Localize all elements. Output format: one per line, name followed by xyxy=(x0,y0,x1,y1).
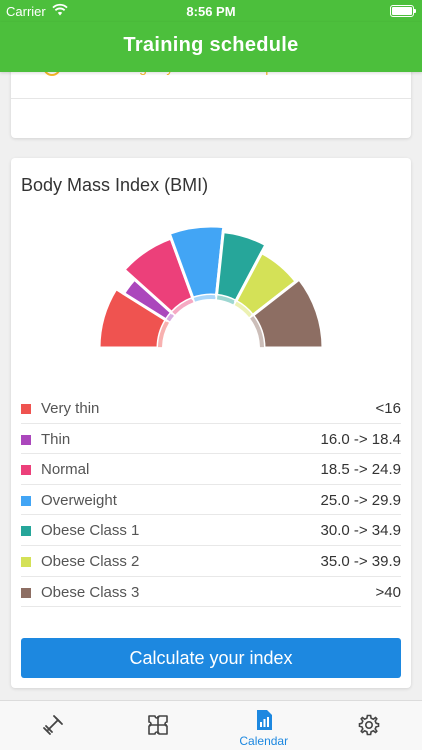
bmi-gauge-segment-inner-band xyxy=(172,298,194,315)
legend-category-range: 35.0 -> 39.9 xyxy=(320,552,401,570)
carrier-label: Carrier xyxy=(6,4,46,19)
bmi-legend-item: Thin 16.0 -> 18.4 xyxy=(21,424,401,455)
bmi-title: Body Mass Index (BMI) xyxy=(21,175,209,195)
bmi-gauge-segment-inner-band xyxy=(158,320,169,348)
calculate-index-button[interactable]: Calculate your index xyxy=(21,638,401,678)
legend-category-range: 18.5 -> 24.9 xyxy=(320,461,401,479)
legend-swatch xyxy=(21,495,31,506)
legend-swatch xyxy=(21,526,31,537)
tab-workouts[interactable] xyxy=(0,701,106,750)
tab-exercises[interactable] xyxy=(106,701,212,750)
legend-category-name: Obese Class 2 xyxy=(41,552,140,570)
bmi-legend-item: Overweight 25.0 -> 29.9 xyxy=(21,485,401,516)
tab-bar: Calendar xyxy=(0,700,422,750)
legend-category-name: Obese Class 3 xyxy=(41,583,140,601)
page-title: Training schedule xyxy=(123,34,299,56)
legend-category-name: Normal xyxy=(41,461,90,479)
legend-swatch xyxy=(21,404,31,414)
status-bar: Carrier 8:56 PM xyxy=(0,0,422,22)
bmi-gauge-segment xyxy=(250,276,325,350)
bmi-gauge-segment-inner-band xyxy=(250,316,264,348)
battery-icon xyxy=(390,5,416,17)
legend-category-range: 30.0 -> 34.9 xyxy=(320,522,401,540)
legend-category-range: 25.0 -> 29.9 xyxy=(320,491,401,509)
bmi-gauge-segment-inner-band xyxy=(216,295,236,305)
legend-category-name: Thin xyxy=(41,430,71,448)
bmi-legend-item: Obese Class 3 >40 xyxy=(21,577,401,608)
legend-category-range: >40 xyxy=(375,583,401,601)
legend-swatch xyxy=(21,587,31,598)
tab-calendar[interactable]: Calendar xyxy=(211,701,317,750)
bmi-gauge-segment-inner-band xyxy=(193,295,216,302)
bmi-card: Body Mass Index (BMI) Very thin <16 Thin 16… xyxy=(11,158,411,688)
bmi-gauge-segment-inner-band xyxy=(234,301,253,318)
legend-category-range: <16 xyxy=(375,400,401,417)
bmi-gauge-segment xyxy=(97,286,169,350)
tab-label-calendar: Calendar xyxy=(239,734,289,748)
legend-category-name: Overweight xyxy=(41,491,117,509)
gear-icon xyxy=(358,714,380,736)
legend-category-name: Obese Class 1 xyxy=(41,522,140,540)
legend-swatch xyxy=(21,434,31,445)
dumbbell-icon xyxy=(42,715,63,735)
legend-swatch xyxy=(21,556,31,567)
legend-category-name: Very thin xyxy=(41,400,100,417)
legend-category-range: 16.0 -> 18.4 xyxy=(320,430,401,448)
bmi-legend-item: Very thin <16 xyxy=(21,393,401,424)
legend-swatch xyxy=(21,465,31,476)
tab-settings[interactable] xyxy=(317,701,422,750)
bmi-gauge-chart xyxy=(97,224,325,350)
bmi-legend-item: Obese Class 1 30.0 -> 34.9 xyxy=(21,515,401,546)
bmi-legend-item: Normal 18.5 -> 24.9 xyxy=(21,454,401,485)
wifi-icon xyxy=(52,3,68,16)
bmi-legend-item: Obese Class 2 35.0 -> 39.9 xyxy=(21,546,401,577)
bmi-legend: Very thin <16 Thin 16.0 -> 18.4 Normal 18.5 -… xyxy=(21,393,401,608)
bmi-gauge-segment-inner-band xyxy=(166,313,175,322)
nav-bar: Training schedule xyxy=(0,22,422,72)
status-time: 8:56 PM xyxy=(186,4,236,19)
divider xyxy=(11,98,411,99)
calendar-icon xyxy=(256,710,272,730)
puzzle-icon xyxy=(148,715,169,735)
bmi-gauge-segment xyxy=(167,224,226,301)
